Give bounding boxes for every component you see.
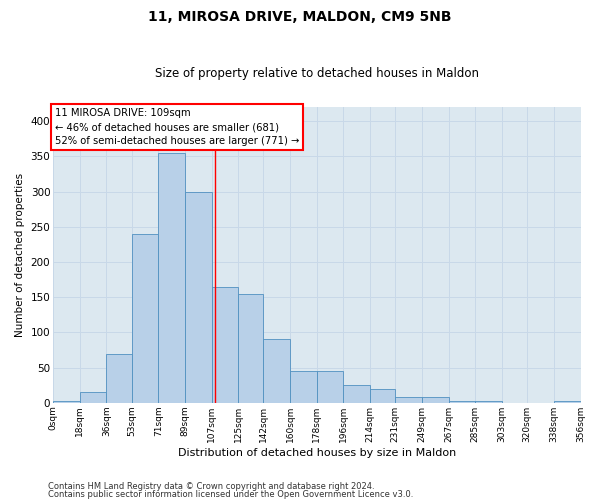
Text: Contains public sector information licensed under the Open Government Licence v3: Contains public sector information licen… [48, 490, 413, 499]
Y-axis label: Number of detached properties: Number of detached properties [15, 173, 25, 337]
Bar [370, 388, 395, 403]
Bar [131, 234, 158, 403]
Bar [395, 397, 422, 403]
Bar [343, 385, 370, 403]
Text: 11 MIROSA DRIVE: 109sqm
← 46% of detached houses are smaller (681)
52% of semi-d: 11 MIROSA DRIVE: 109sqm ← 46% of detache… [55, 108, 299, 146]
Bar [185, 192, 212, 403]
Text: 11, MIROSA DRIVE, MALDON, CM9 5NB: 11, MIROSA DRIVE, MALDON, CM9 5NB [148, 10, 452, 24]
Bar [290, 371, 317, 403]
Bar [475, 402, 502, 403]
Bar [106, 354, 131, 403]
Bar [449, 402, 475, 403]
Bar [212, 286, 238, 403]
Bar [422, 397, 449, 403]
X-axis label: Distribution of detached houses by size in Maldon: Distribution of detached houses by size … [178, 448, 456, 458]
Bar [554, 402, 581, 403]
Bar [80, 392, 106, 403]
Bar [53, 402, 80, 403]
Text: Contains HM Land Registry data © Crown copyright and database right 2024.: Contains HM Land Registry data © Crown c… [48, 482, 374, 491]
Bar [263, 340, 290, 403]
Bar [238, 294, 263, 403]
Bar [317, 371, 343, 403]
Bar [158, 153, 185, 403]
Title: Size of property relative to detached houses in Maldon: Size of property relative to detached ho… [155, 66, 479, 80]
